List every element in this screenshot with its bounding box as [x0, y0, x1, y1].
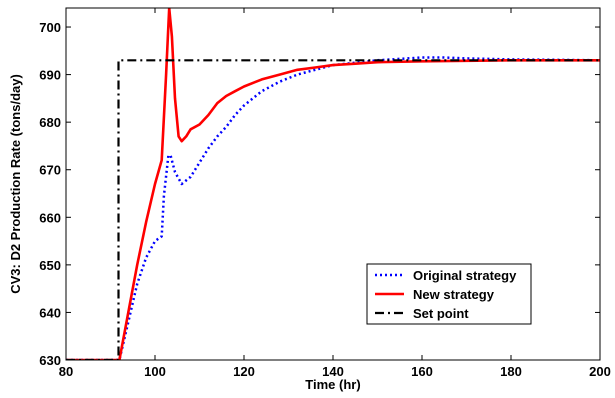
legend-label-2: New strategy	[413, 287, 495, 302]
series-layer	[66, 8, 600, 360]
x-tick-label: 80	[59, 364, 73, 379]
y-tick-label: 670	[39, 163, 61, 178]
series-line-3	[66, 59, 600, 360]
y-tick-label: 630	[39, 353, 61, 368]
y-tick-label: 690	[39, 68, 61, 83]
y-tick-label: 650	[39, 258, 61, 273]
legend-label-3: Set point	[413, 306, 469, 321]
y-tick-label: 660	[39, 210, 61, 225]
y-tick-label: 680	[39, 115, 61, 130]
series-line-1	[66, 56, 600, 360]
ticks-layer: 80 100 120 140 160 180 200 630 640 650 660 670 680 69…	[39, 8, 611, 379]
x-tick-label: 160	[411, 364, 433, 379]
x-tick-label: 200	[589, 364, 611, 379]
y-tick-label: 700	[39, 20, 61, 35]
x-tick-label: 120	[233, 364, 255, 379]
x-tick-label: 180	[500, 364, 522, 379]
x-tick-label: 100	[144, 364, 166, 379]
series-line-2	[66, 8, 600, 360]
x-axis-title: Time (hr)	[305, 377, 360, 392]
legend-label-1: Original strategy	[413, 268, 517, 283]
y-tick-label: 640	[39, 305, 61, 320]
legend: Original strategy New strategy Set point	[366, 263, 532, 325]
legend-items: Original strategy New strategy Set point	[375, 268, 517, 321]
y-axis-title: CV3: D2 Production Rate (tons/day)	[8, 74, 23, 294]
x-tick-label: 140	[322, 364, 344, 379]
